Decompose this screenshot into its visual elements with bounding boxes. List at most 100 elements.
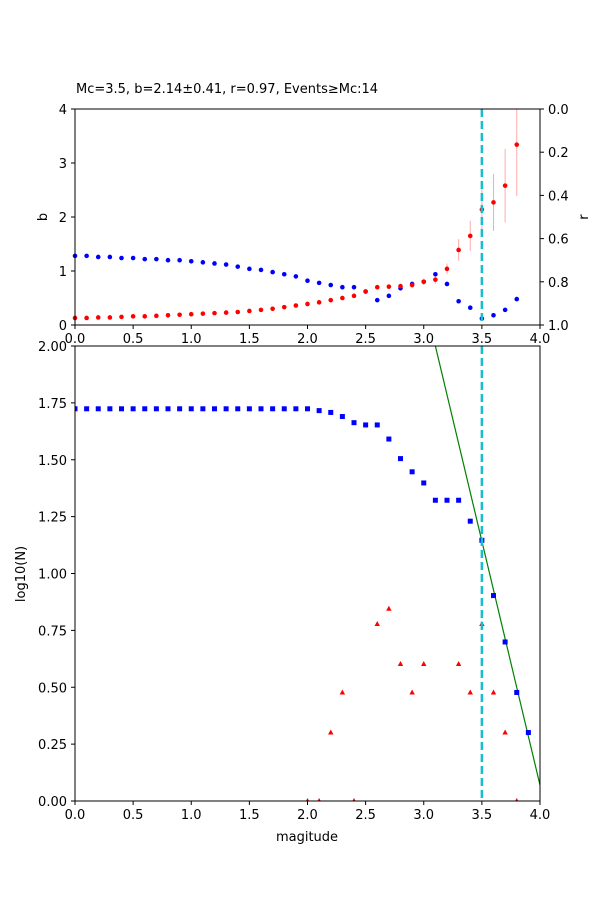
top-y-tick-label: 1 [59, 265, 67, 280]
top-panel-frame [74, 108, 541, 326]
b-value-point [444, 266, 450, 272]
b-value-point [374, 284, 380, 290]
top-y-tick-label: 4 [59, 103, 67, 118]
top-x-tick-label: 0.0 [65, 332, 86, 347]
cumulative-point [235, 406, 241, 412]
b-value-point [433, 277, 438, 282]
cumulative-point [374, 422, 380, 428]
bottom-y-tick-label: 0.25 [38, 738, 67, 753]
top-panel-marks [72, 109, 520, 325]
b-value-point [212, 310, 217, 316]
cumulative-point [281, 406, 287, 412]
top-y-tick-label: 2 [59, 211, 67, 226]
b-value-point [130, 314, 136, 319]
r-point [305, 278, 310, 284]
cumulative-point [525, 730, 531, 736]
r-point [293, 274, 299, 279]
top-panel-title: Mc=3.5, b=2.14±0.41, r=0.97, Events≥Mc:1… [76, 82, 378, 97]
bottom-panel-frequency-magnitude-plot: 0.0 0.5 1.0 1.5 2.0 2.5 3.0 3.5 4.0 0.00 0.25 0.50… [14, 340, 550, 845]
cumulative-point [502, 639, 508, 645]
bottom-x-tick-label: 1.0 [181, 808, 202, 823]
top-panel-b-value-plot: Mc=3.5, b=2.14±0.41, r=0.97, Events≥Mc:1… [36, 82, 592, 347]
bottom-x-tick-label: 0.5 [123, 808, 144, 823]
b-value-point [316, 300, 322, 305]
top-right-y-tick-label: 0.6 [548, 233, 569, 248]
cumulative-point [188, 406, 194, 412]
b-value-point [514, 142, 520, 147]
b-value-point [502, 183, 508, 188]
top-panel-right-y-ticks: 0.0 0.2 0.4 0.6 0.8 1.0 [540, 103, 569, 334]
top-right-y-tick-label: 0.0 [548, 103, 569, 118]
cumulative-point [514, 689, 520, 695]
b-value-point [200, 311, 206, 316]
bottom-panel-y-label: log10(N) [14, 546, 29, 602]
bottom-y-tick-label: 1.25 [38, 511, 67, 526]
cumulative-point [467, 518, 473, 524]
non-cumulative-point [455, 661, 462, 667]
cumulative-point [293, 406, 299, 412]
r-point [316, 280, 322, 286]
r-point [340, 284, 345, 290]
cumulative-point [177, 406, 183, 412]
b-value-point [363, 289, 368, 294]
bottom-y-tick-label: 0.00 [38, 795, 67, 810]
bottom-clip-group [75, 346, 540, 801]
r-point [154, 256, 159, 262]
top-x-tick-label: 1.0 [181, 332, 202, 347]
bottom-y-tick-label: 1.50 [38, 454, 67, 469]
b-value-point [107, 315, 113, 320]
r-point [212, 261, 217, 266]
fit-line [434, 346, 540, 786]
b-value-point [154, 313, 159, 319]
b-value-point [165, 312, 171, 318]
cumulative-point [351, 420, 357, 426]
r-point [351, 284, 357, 290]
top-y-tick-label: 3 [59, 157, 67, 172]
top-x-tick-label: 2.0 [297, 332, 318, 347]
cumulative-point [305, 406, 310, 412]
r-point [165, 257, 171, 263]
non-cumulative-point [397, 661, 404, 667]
r-point [502, 307, 508, 313]
cumulative-point [386, 436, 392, 442]
r-point [119, 255, 124, 261]
r-point [467, 305, 473, 311]
top-right-y-tick-label: 0.8 [548, 276, 569, 291]
b-value-point [328, 297, 334, 303]
bottom-x-tick-label: 3.5 [472, 808, 493, 823]
top-x-tick-label: 0.5 [123, 332, 144, 347]
cumulative-point [119, 406, 124, 412]
r-point [188, 258, 194, 264]
r-point [177, 257, 182, 263]
non-cumulative-point [467, 689, 473, 695]
bottom-y-tick-label: 0.75 [38, 624, 67, 639]
r-point [142, 256, 148, 262]
b-value-point [247, 308, 252, 314]
b-value-point [177, 312, 182, 318]
cumulative-point [84, 406, 90, 412]
b-value-point [351, 293, 357, 299]
top-right-y-tick-label: 0.2 [548, 146, 569, 161]
b-value-point [491, 200, 496, 205]
cumulative-point [200, 406, 206, 412]
non-cumulative-point [352, 798, 356, 801]
bottom-panel-x-ticks: 0.0 0.5 1.0 1.5 2.0 2.5 3.0 3.5 4.0 [65, 801, 550, 823]
r-point [328, 282, 334, 288]
bottom-y-tick-label: 2.00 [38, 340, 67, 355]
cumulative-point [409, 469, 415, 475]
cumulative-point [456, 497, 462, 503]
cumulative-point [258, 406, 264, 412]
bottom-x-tick-label: 2.0 [297, 808, 318, 823]
r-point [107, 254, 113, 260]
cumulative-point [223, 406, 229, 412]
r-point [247, 266, 252, 272]
b-value-point [305, 301, 310, 307]
b-value-point [467, 233, 473, 239]
top-right-y-tick-label: 0.4 [548, 189, 569, 204]
cumulative-point [316, 408, 322, 414]
bottom-x-tick-label: 1.5 [239, 808, 260, 823]
bottom-y-tick-label: 1.75 [38, 397, 67, 412]
cumulative-point [153, 406, 159, 412]
r-point [491, 312, 496, 318]
